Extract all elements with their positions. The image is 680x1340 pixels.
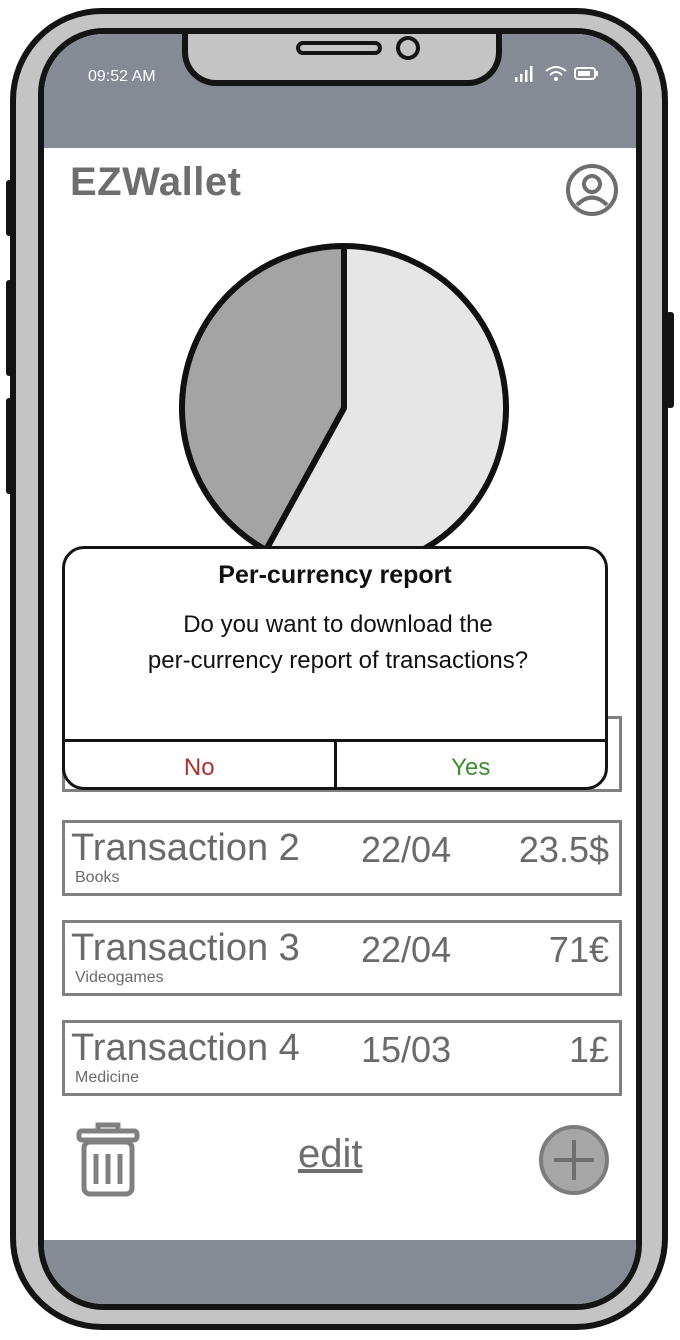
battery-icon bbox=[574, 67, 598, 80]
signal-icon bbox=[515, 66, 533, 82]
wifi-icon bbox=[545, 66, 567, 81]
no-button[interactable]: No bbox=[65, 742, 337, 787]
status-time: 09:52 AM bbox=[88, 68, 156, 85]
transaction-amount: 1£ bbox=[568, 1029, 609, 1070]
plus-circle-icon[interactable] bbox=[538, 1124, 610, 1196]
dialog-message: Do you want to download the per-currency… bbox=[75, 607, 601, 679]
dialog-title: Per-currency report bbox=[218, 561, 452, 589]
edit-link[interactable]: edit bbox=[298, 1132, 363, 1176]
transaction-amount: 23.5$ bbox=[518, 829, 609, 870]
transaction-name: Transaction 3 bbox=[71, 927, 300, 969]
user-circle-icon[interactable] bbox=[564, 162, 620, 218]
camera bbox=[396, 36, 420, 60]
status-bar: 09:52 AM bbox=[44, 34, 636, 148]
transaction-date: 22/04 bbox=[361, 829, 452, 870]
transaction-card[interactable]: Transaction 3 22/04 71€ Videogames bbox=[62, 920, 622, 996]
transaction-amount: 71€ bbox=[548, 929, 609, 970]
notch bbox=[182, 34, 502, 86]
dialog-message-line: per-currency report of transactions? bbox=[147, 647, 529, 674]
transaction-category: Videogames bbox=[75, 969, 164, 986]
pie-chart bbox=[179, 243, 509, 573]
dialog-message-line: Do you want to download the bbox=[183, 611, 493, 638]
transaction-card[interactable]: Transaction 2 22/04 23.5$ Books bbox=[62, 820, 622, 896]
home-indicator-area bbox=[44, 1240, 636, 1304]
transaction-name: Transaction 4 bbox=[71, 1027, 300, 1069]
yes-button[interactable]: Yes bbox=[451, 753, 491, 781]
transaction-card[interactable]: Transaction 4 15/03 1£ Medicine bbox=[62, 1020, 622, 1096]
trash-icon[interactable] bbox=[76, 1122, 140, 1198]
dialog-actions: No Yes bbox=[65, 739, 605, 787]
transaction-date: 15/03 bbox=[361, 1029, 452, 1070]
transaction-date: 22/04 bbox=[361, 929, 452, 970]
app-title: EZWallet bbox=[70, 160, 242, 204]
speaker bbox=[296, 41, 382, 55]
status-icons bbox=[514, 64, 600, 82]
pie-slice bbox=[179, 243, 347, 553]
transaction-name: Transaction 2 bbox=[71, 827, 300, 869]
side-button-power bbox=[666, 312, 674, 408]
transaction-category: Books bbox=[75, 869, 120, 886]
transaction-category: Medicine bbox=[75, 1069, 140, 1086]
download-report-dialog: Per-currency report Do you want to downl… bbox=[62, 546, 608, 790]
